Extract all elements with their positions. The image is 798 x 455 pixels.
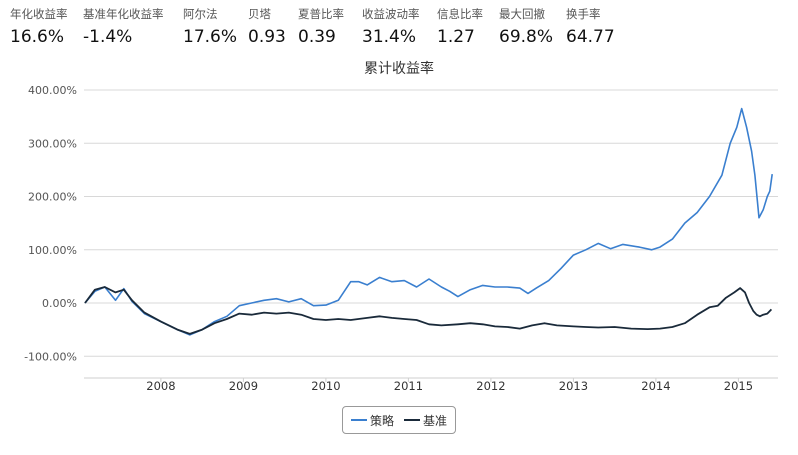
stat-value: 64.77 xyxy=(566,27,615,47)
y-tick-label: 200.00% xyxy=(28,191,77,204)
legend-label: 基准 xyxy=(423,413,448,428)
stats-bar: 年化收益率 16.6% 基准年化收益率 -1.4% 阿尔法 17.6% 贝塔 0… xyxy=(0,0,798,52)
stat-value: 69.8% xyxy=(499,27,554,47)
stat-label: 夏普比率 xyxy=(298,7,344,21)
stat-label: 贝塔 xyxy=(248,7,271,21)
chart-title: 累计收益率 xyxy=(364,61,434,77)
stat-value: 31.4% xyxy=(362,27,417,47)
series-line-strategy xyxy=(84,107,773,336)
legend-item-benchmark[interactable]: 基准 xyxy=(404,412,447,429)
y-tick-label: 400.00% xyxy=(28,84,77,97)
series-line-benchmark xyxy=(84,286,773,335)
stat-label: 收益波动率 xyxy=(362,7,420,21)
stat-annual-return: 年化收益率 16.6% xyxy=(10,7,68,48)
stat-value: 0.39 xyxy=(298,27,336,47)
legend-swatch-strategy xyxy=(351,419,367,421)
stat-value: 1.27 xyxy=(437,27,475,47)
stat-beta: 贝塔 0.93 xyxy=(248,7,286,48)
stat-volatility: 收益波动率 31.4% xyxy=(362,7,420,48)
x-tick-label: 2011 xyxy=(394,379,423,393)
stat-label: 阿尔法 xyxy=(183,7,218,21)
legend-item-strategy[interactable]: 策略 xyxy=(351,412,394,429)
stat-label: 换手率 xyxy=(566,7,601,21)
x-tick-label: 2015 xyxy=(724,379,753,393)
chart-legend: 策略 基准 xyxy=(342,406,457,434)
stat-alpha: 阿尔法 17.6% xyxy=(183,7,237,48)
stat-benchmark-annual-return: 基准年化收益率 -1.4% xyxy=(83,7,164,48)
stat-label: 信息比率 xyxy=(437,7,483,21)
stat-label: 基准年化收益率 xyxy=(83,7,164,21)
legend-label: 策略 xyxy=(370,413,395,428)
y-tick-label: 0.00% xyxy=(42,297,77,310)
legend-swatch-benchmark xyxy=(404,419,421,421)
x-tick-label: 2012 xyxy=(476,379,505,393)
stat-label: 年化收益率 xyxy=(10,7,68,21)
stat-max-drawdown: 最大回撤 69.8% xyxy=(499,7,553,48)
x-tick-label: 2009 xyxy=(229,379,258,393)
x-tick-label: 2013 xyxy=(559,379,588,393)
y-tick-label: 300.00% xyxy=(28,137,77,150)
stat-value: -1.4% xyxy=(83,27,133,47)
stat-value: 16.6% xyxy=(10,27,65,47)
stat-label: 最大回撤 xyxy=(499,7,545,21)
y-tick-label: -100.00% xyxy=(24,350,77,363)
x-tick-label: 2014 xyxy=(641,379,670,393)
x-tick-label: 2010 xyxy=(311,379,340,393)
stat-information-ratio: 信息比率 1.27 xyxy=(437,7,483,48)
y-tick-label: 100.00% xyxy=(28,244,77,257)
stat-value: 17.6% xyxy=(183,27,238,47)
stat-turnover: 换手率 64.77 xyxy=(566,7,615,48)
stat-value: 0.93 xyxy=(248,27,286,47)
x-tick-label: 2008 xyxy=(146,379,175,393)
stat-sharpe: 夏普比率 0.39 xyxy=(298,7,344,48)
